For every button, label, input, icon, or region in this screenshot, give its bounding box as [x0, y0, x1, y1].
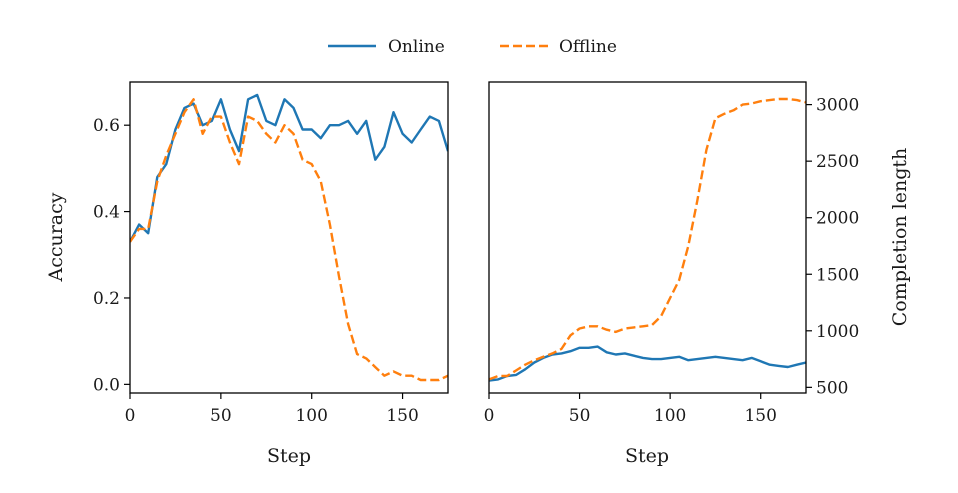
accuracy-y-axis-label: Accuracy	[45, 192, 67, 282]
completion-y-ticks: 500 1000 1500 2000 2500 3000	[806, 96, 859, 398]
accuracy-y-ticks: 0.0 0.2 0.4 0.6	[93, 116, 130, 395]
completion-y-tick-label: 500	[816, 378, 848, 398]
accuracy-series-offline	[130, 98, 448, 382]
accuracy-y-tick-label: 0.6	[93, 116, 120, 136]
legend: Online Offline	[328, 37, 617, 57]
completion-series-online	[489, 345, 806, 382]
completion-x-tick-label: 150	[744, 406, 776, 426]
completion-plot-frame	[488, 81, 807, 394]
completion-y-tick-label: 1000	[816, 322, 859, 342]
completion-y-tick-label: 2500	[816, 152, 859, 172]
completion-y-tick-label: 2000	[816, 209, 859, 229]
accuracy-x-ticks: 0 50 100 150	[125, 393, 419, 426]
accuracy-panel: 0 50 100 150 0.0 0.2 0.4 0.6 Step Accuracy	[45, 81, 449, 467]
completion-y-tick-label: 3000	[816, 96, 859, 116]
completion-series-offline	[489, 97, 806, 381]
completion-series-lines	[489, 97, 806, 382]
completion-x-tick-label: 0	[484, 406, 495, 426]
accuracy-x-tick-label: 100	[295, 406, 327, 426]
accuracy-x-tick-label: 0	[125, 406, 136, 426]
accuracy-series-online	[130, 93, 448, 243]
completion-x-tick-label: 50	[569, 406, 591, 426]
accuracy-y-tick-label: 0.4	[93, 203, 120, 223]
legend-label-online: Online	[388, 37, 445, 57]
legend-label-offline: Offline	[559, 37, 617, 57]
completion-y-tick-label: 1500	[816, 265, 859, 285]
completion-x-axis-label: Step	[625, 445, 669, 467]
completion-y-axis-label: Completion length	[889, 148, 911, 327]
accuracy-y-tick-label: 0.0	[93, 375, 120, 395]
accuracy-series-lines	[130, 93, 448, 382]
completion-x-ticks: 0 50 100 150	[484, 393, 777, 426]
accuracy-x-tick-label: 50	[210, 406, 232, 426]
completion-x-tick-label: 100	[654, 406, 686, 426]
accuracy-x-axis-label: Step	[267, 445, 311, 467]
accuracy-y-tick-label: 0.2	[93, 289, 120, 309]
completion-length-panel: 0 50 100 150 500 1000 1500 2000 2500 3000 Step C…	[484, 81, 911, 467]
accuracy-x-tick-label: 150	[386, 406, 418, 426]
accuracy-plot-frame	[129, 81, 449, 394]
